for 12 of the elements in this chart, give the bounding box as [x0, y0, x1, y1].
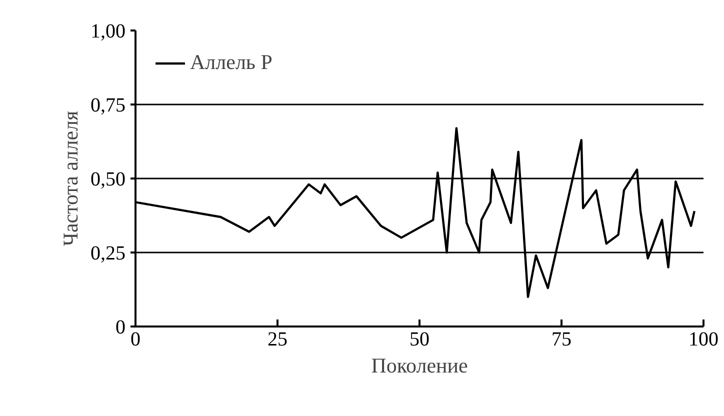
x-tick-label: 25: [268, 328, 288, 350]
y-tick-label: 0,75: [90, 94, 126, 116]
x-tick-label: 100: [688, 328, 718, 350]
y-tick-label: 0,25: [90, 242, 126, 264]
y-tick-label: 0,50: [90, 168, 126, 190]
x-axis-title: Поколение: [371, 354, 468, 378]
y-tick-label: 1,00: [90, 20, 126, 42]
y-axis-title: Частота аллеля: [58, 110, 82, 246]
x-tick-label: 0: [130, 328, 140, 350]
legend-label: Аллель P: [190, 50, 272, 75]
x-tick-label: 50: [410, 328, 430, 350]
x-tick-label: 75: [552, 328, 572, 350]
